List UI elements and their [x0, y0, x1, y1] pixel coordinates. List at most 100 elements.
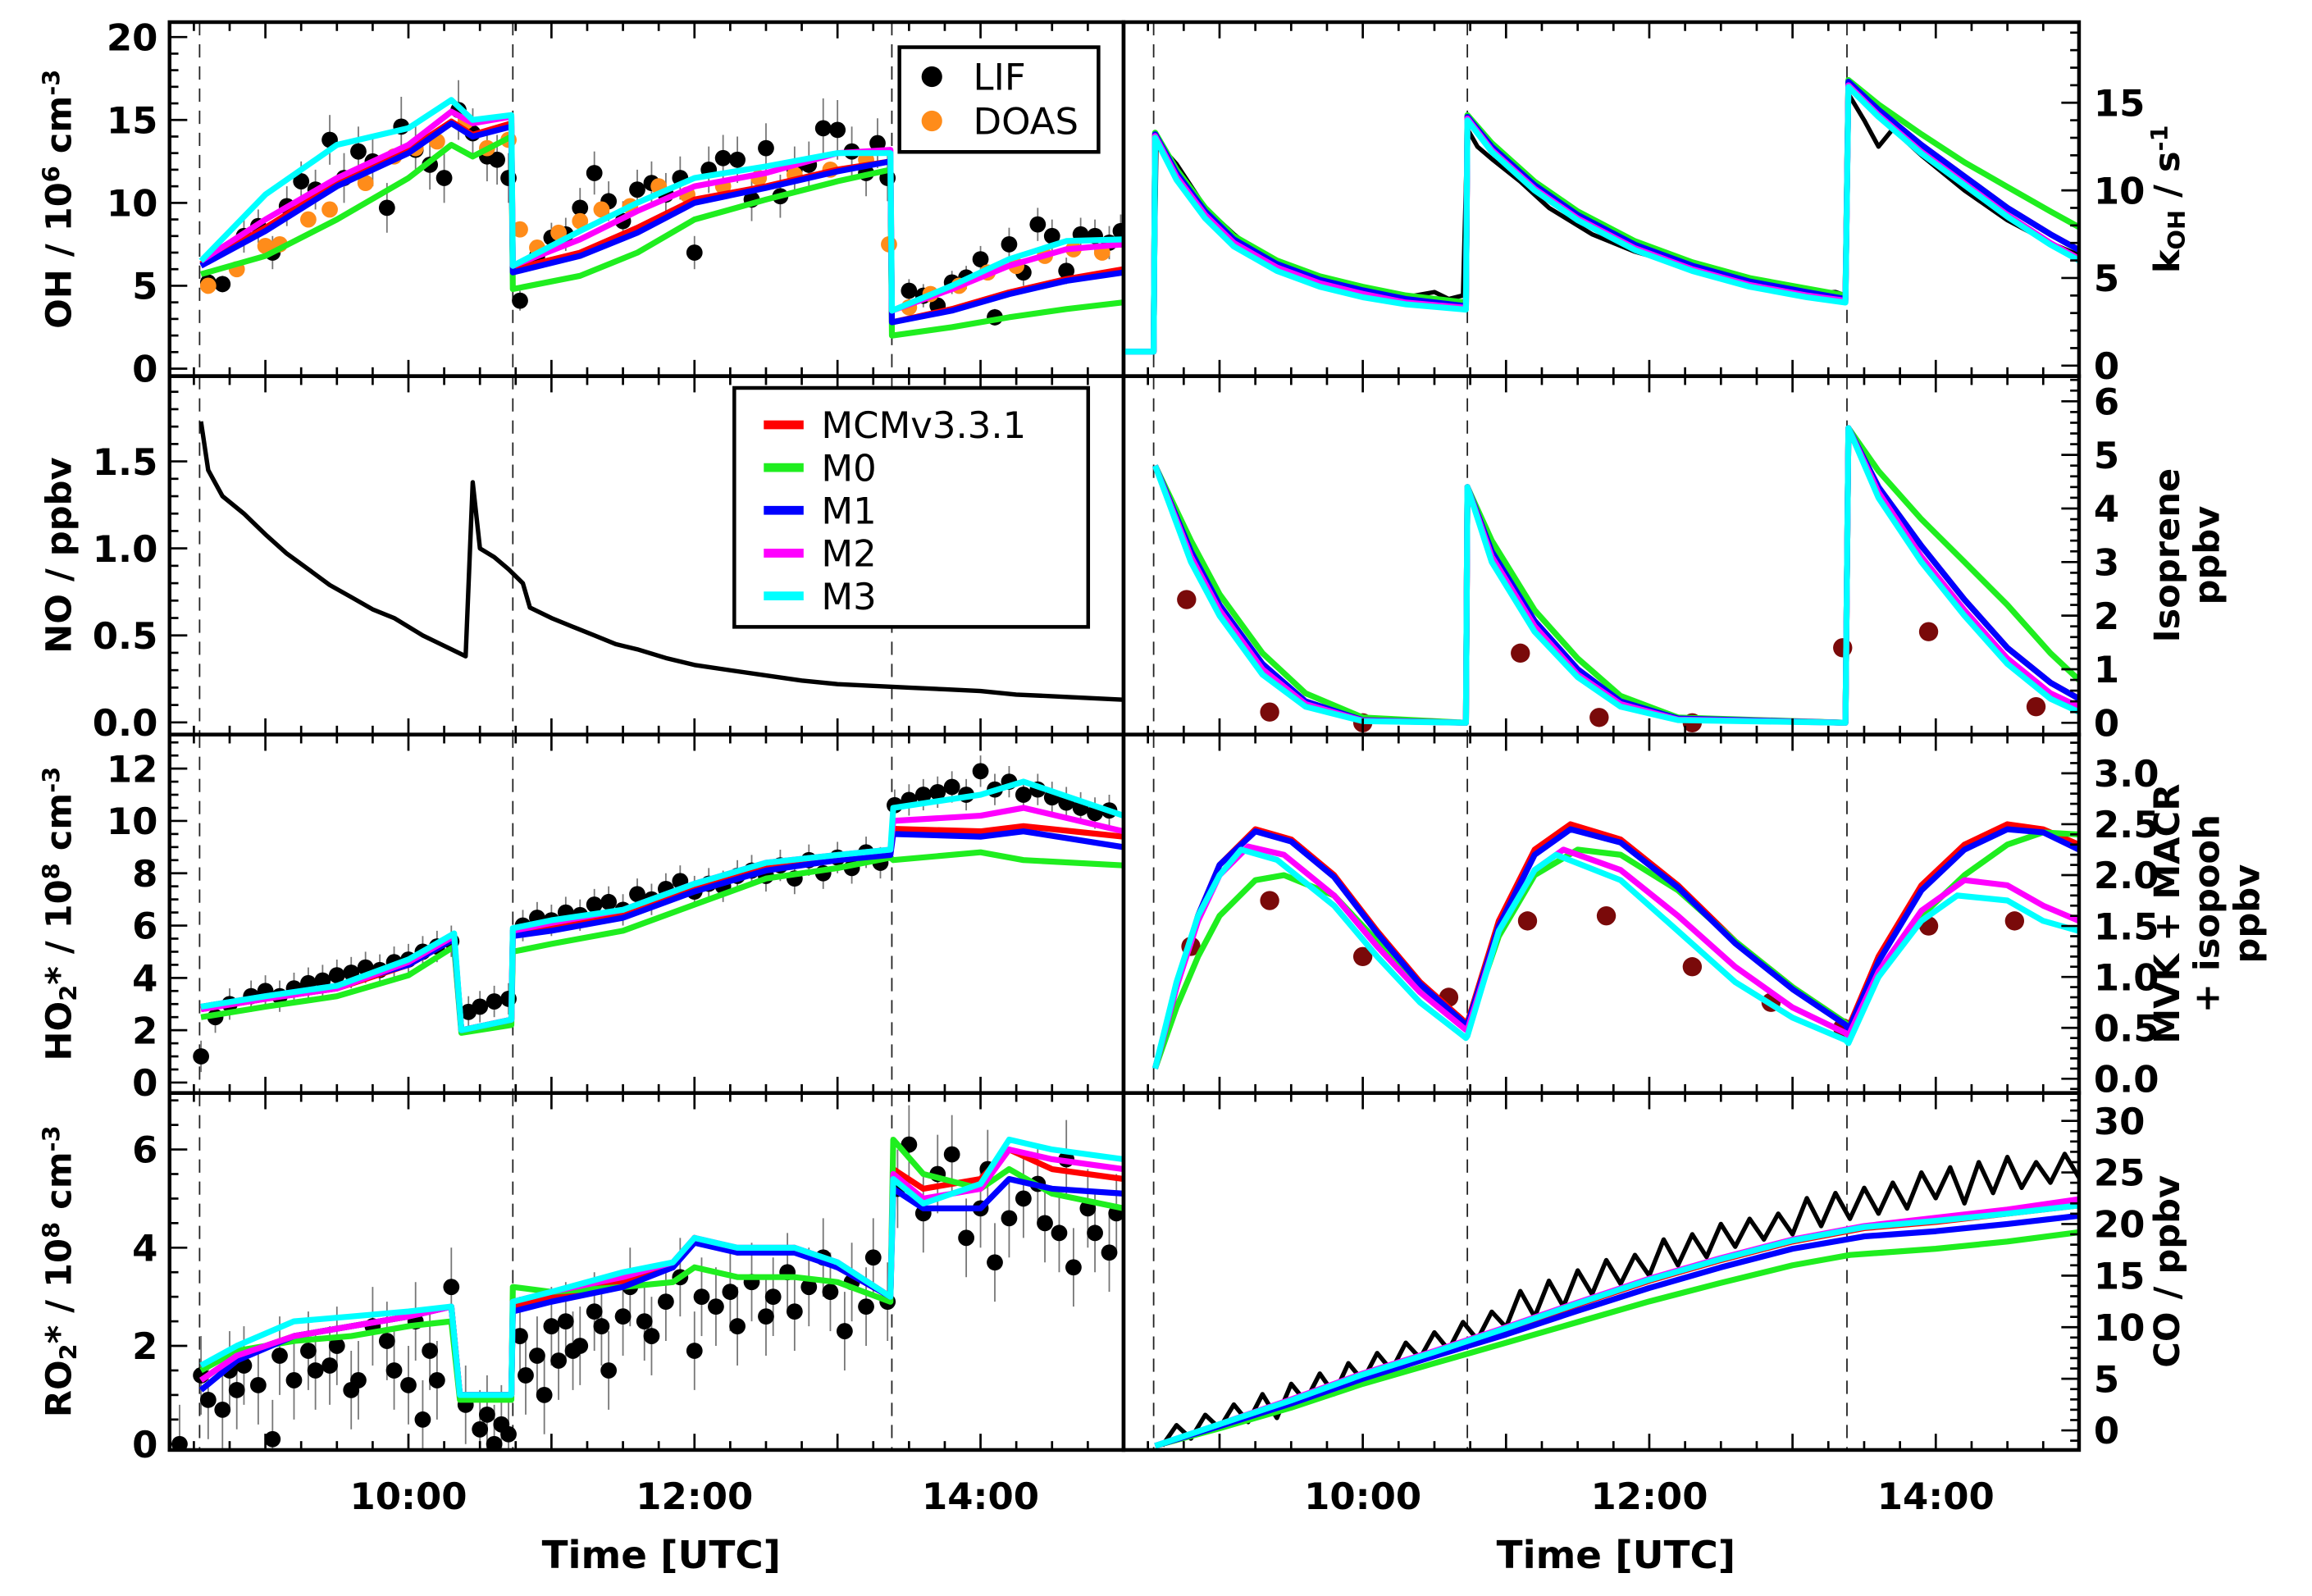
- y-tick-label: 15: [107, 98, 158, 142]
- x-tick-label: 12:00: [636, 1475, 753, 1518]
- axes-frame: [167, 732, 1126, 1095]
- obs-line-NO: [198, 421, 1124, 702]
- data-point: [958, 1229, 975, 1247]
- data-point: [864, 1249, 882, 1266]
- model-line-M1: [199, 120, 1124, 326]
- data-point: [479, 1406, 495, 1423]
- data-point: [486, 1435, 503, 1450]
- model-line-M1: [1152, 425, 2079, 726]
- data-point: [786, 1303, 803, 1320]
- data-point: [518, 1367, 534, 1384]
- data-point: [328, 967, 345, 984]
- y-axis-label: OH / 106 cm-3: [37, 70, 80, 329]
- y-tick-label: 1.5: [93, 440, 158, 484]
- data-point: [550, 1352, 567, 1369]
- data-point: [443, 1279, 460, 1296]
- data-point: [586, 896, 603, 913]
- y-tick-label: 0.0: [93, 701, 158, 745]
- model-line-M0: [1154, 1229, 2079, 1449]
- data-point: [1260, 702, 1279, 722]
- y-tick-label: 2: [132, 1325, 157, 1368]
- y-tick-label: 1: [2094, 648, 2119, 691]
- y-tick-label: 0: [2094, 701, 2119, 745]
- y-tick-label: 10: [107, 800, 158, 843]
- data-point: [629, 886, 645, 903]
- plot-area: [1152, 1092, 2079, 1450]
- model-line-M0: [199, 1136, 1124, 1403]
- data-point: [228, 1382, 245, 1398]
- data-point: [1352, 946, 1373, 967]
- data-point: [428, 1372, 445, 1389]
- data-point: [901, 282, 918, 299]
- axes-frame: [1121, 1091, 2082, 1452]
- y-axis-label-part: 2: [55, 985, 83, 1001]
- data-point: [572, 1338, 589, 1354]
- y-tick-label: 15: [2094, 81, 2146, 125]
- data-point: [214, 1401, 231, 1418]
- model-line-MCMv3.3.1: [200, 823, 1124, 1033]
- data-point: [378, 1333, 395, 1349]
- data-point: [1101, 1244, 1118, 1261]
- y-axis-label: HO2* / 108 cm-3: [37, 767, 83, 1061]
- data-point: [593, 1318, 610, 1334]
- data-point: [586, 1303, 603, 1320]
- data-point: [629, 181, 645, 198]
- data-point: [1015, 787, 1032, 803]
- y-axis-label-part: * / 10: [39, 879, 80, 984]
- data-point: [1511, 643, 1530, 663]
- y-axis-label: + isopooh: [2187, 814, 2228, 1013]
- y-tick-label: 6: [132, 1129, 157, 1172]
- data-point: [686, 1343, 703, 1359]
- data-point: [943, 778, 960, 796]
- data-point: [249, 1377, 267, 1393]
- data-point: [914, 787, 932, 803]
- y-axis-label: ppbv: [2227, 864, 2268, 964]
- data-point: [557, 1313, 574, 1329]
- y-axis-label-part: -3: [37, 767, 65, 793]
- model-line-M1: [200, 828, 1124, 1033]
- data-point: [357, 175, 374, 191]
- y-tick-label: 0: [132, 1061, 157, 1105]
- data-point: [300, 1343, 317, 1359]
- data-point: [643, 1328, 660, 1344]
- y-tick-label: 1.5: [2094, 905, 2159, 948]
- x-tick-label: 10:00: [349, 1475, 467, 1518]
- y-axis-label-part: OH / 10: [39, 182, 80, 329]
- y-axis-label: ppbv: [2187, 506, 2228, 605]
- legend-label: LIF: [974, 56, 1026, 99]
- model-line-M0: [1152, 425, 2079, 726]
- data-point: [800, 1279, 818, 1296]
- y-axis-label-part: / s: [2147, 151, 2188, 209]
- plot-area: [198, 21, 1124, 376]
- legend-label: DOAS: [974, 100, 1078, 144]
- legend-box: [897, 45, 1101, 154]
- model-line-M0: [200, 133, 1124, 339]
- x-axis-label: Time [UTC]: [542, 1534, 781, 1578]
- data-point: [293, 173, 310, 189]
- y-axis-label-part: OH: [2163, 210, 2191, 250]
- model-line-M3: [1154, 1202, 2079, 1449]
- data-point: [764, 1288, 782, 1306]
- data-point: [836, 1323, 853, 1339]
- data-point: [972, 251, 989, 267]
- data-point: [614, 1308, 632, 1325]
- data-point: [257, 238, 274, 254]
- model-line-M1: [1123, 79, 2079, 355]
- model-line-M1: [1151, 826, 2079, 1069]
- plot-area: [1151, 734, 2079, 1093]
- model-line-M0: [200, 849, 1124, 1036]
- data-point: [1051, 1224, 1068, 1242]
- y-axis-label-part: ppbv: [2227, 864, 2268, 964]
- y-axis-label-part: 2: [55, 1343, 83, 1360]
- y-axis-label-part: -3: [37, 1125, 65, 1151]
- data-point: [435, 170, 453, 186]
- y-axis-label-part: MVK + MACR: [2147, 784, 2188, 1044]
- x-tick-label: 12:00: [1590, 1475, 1708, 1518]
- plot-area: [171, 1092, 1124, 1450]
- data-point: [1043, 227, 1060, 244]
- y-tick-label: 4: [2094, 487, 2119, 531]
- legend-label: M2: [821, 532, 876, 576]
- y-axis-label: kOH / s-1: [2146, 125, 2191, 273]
- y-tick-label: 2.5: [2094, 803, 2159, 846]
